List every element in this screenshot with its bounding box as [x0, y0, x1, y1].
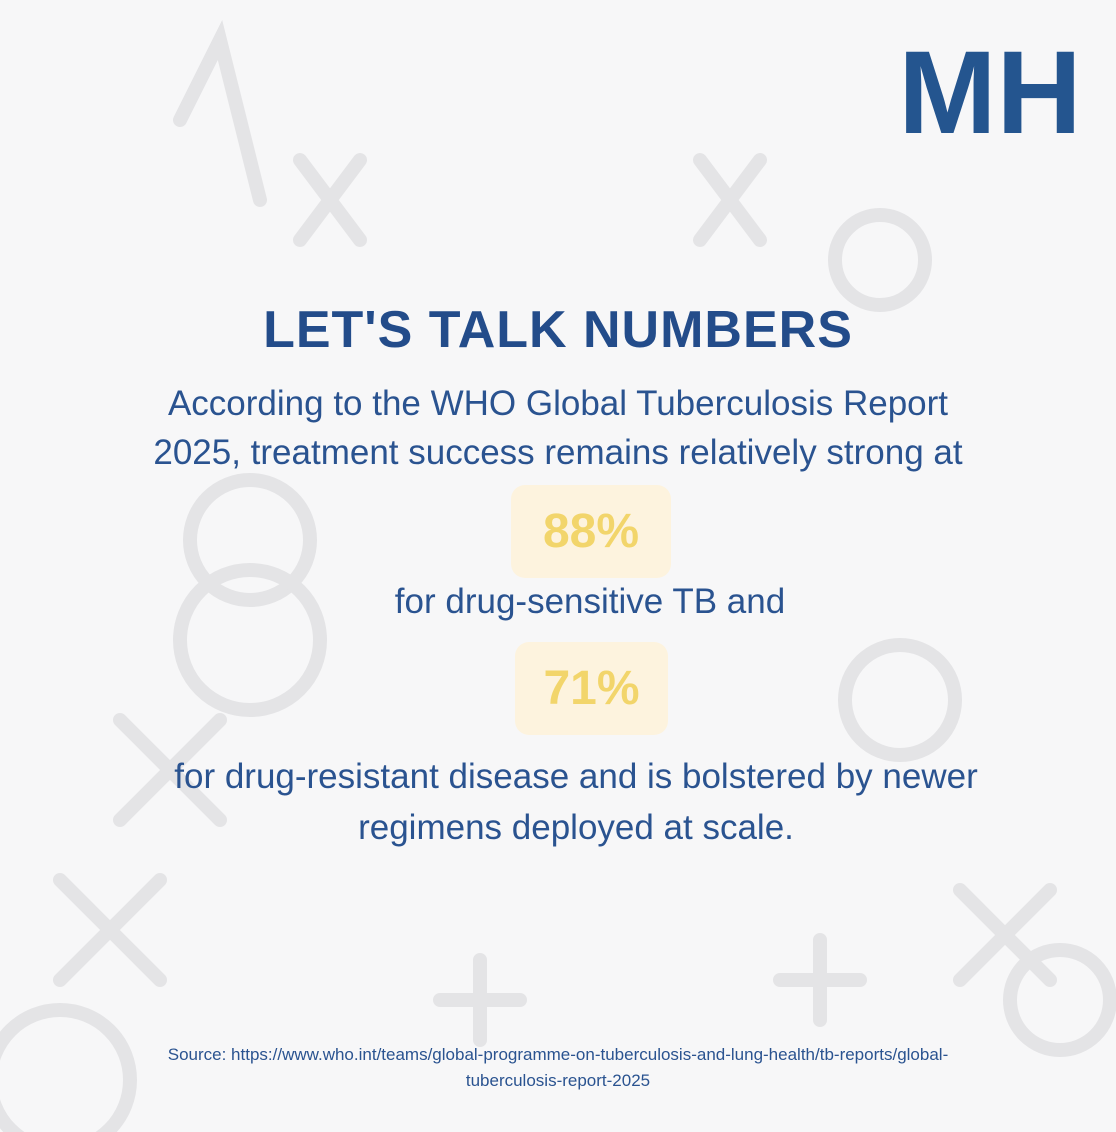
logo: MH: [900, 35, 1080, 145]
intro-line: According to the WHO Global Tuberculosis…: [167, 384, 949, 423]
title: LET'S TALK NUMBERS: [263, 301, 853, 359]
logo-text: MH: [900, 35, 1080, 145]
intro-line: 2025, treatment success remains relative…: [153, 433, 963, 472]
source-line: tuberculosis-report-2025: [465, 1071, 651, 1090]
stat-caption: regimens deployed at scale.: [358, 808, 794, 847]
stat-value: 71%: [515, 642, 668, 735]
stat-value: 88%: [511, 485, 671, 578]
source-line: Source: https://www.who.int/teams/global…: [167, 1045, 949, 1064]
stat-caption: for drug-sensitive TB and: [394, 582, 786, 621]
stat-caption: for drug-resistant disease and is bolste…: [174, 757, 978, 796]
